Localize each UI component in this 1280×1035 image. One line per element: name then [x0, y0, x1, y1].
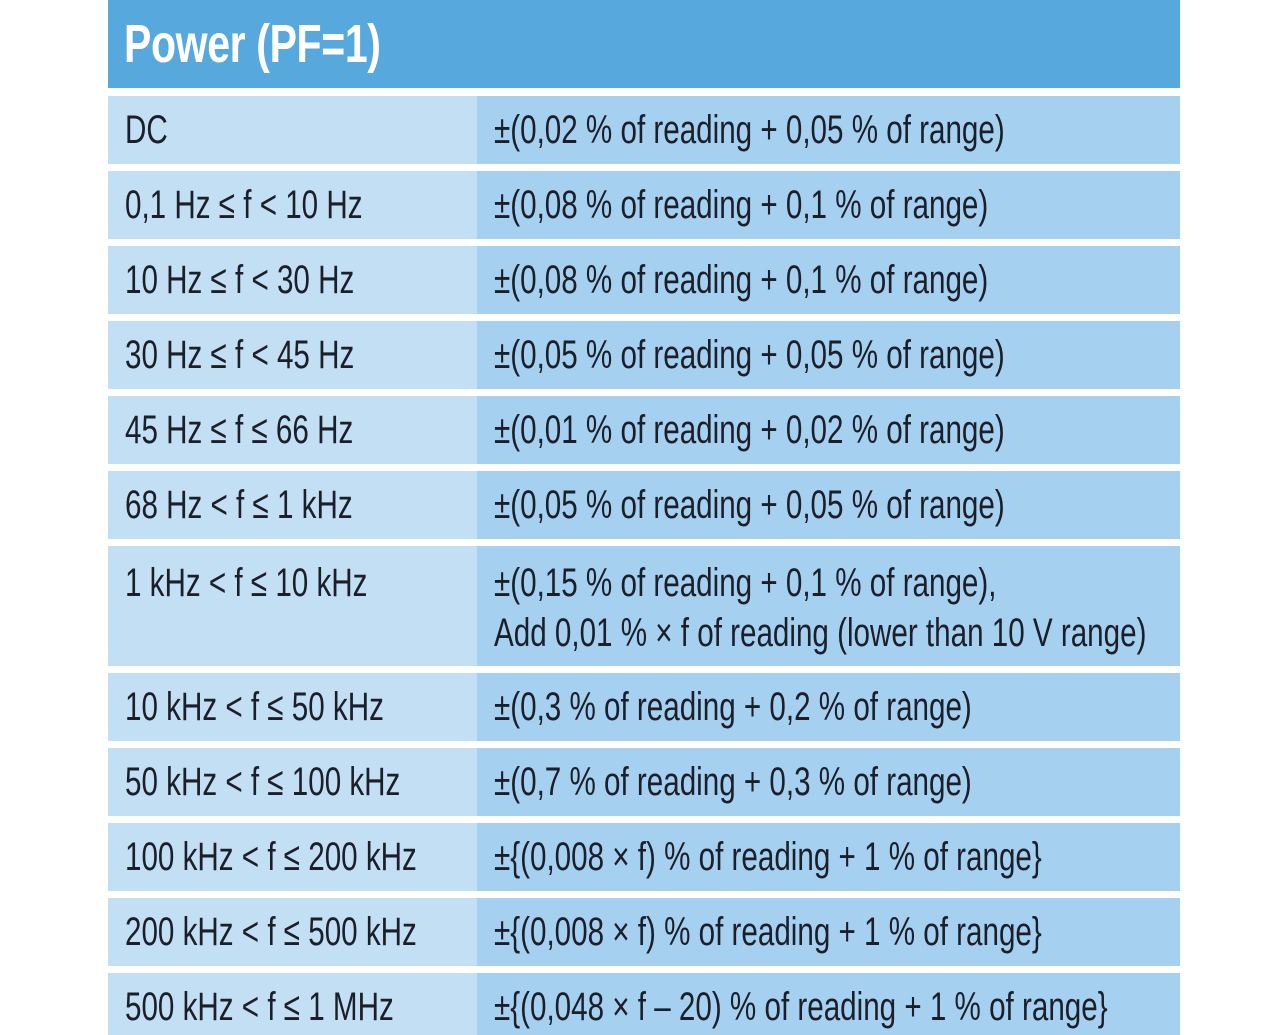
accuracy-cell: ±{(0,048 × f – 20) % of reading + 1 % of…	[477, 973, 1180, 1035]
accuracy-cell: ±(0,01 % of reading + 0,02 % of range)	[477, 396, 1180, 464]
accuracy-text: ±(0,3 % of reading + 0,2 % of range)	[494, 685, 972, 729]
accuracy-text: ±(0,05 % of reading + 0,05 % of range)	[494, 333, 1005, 377]
frequency-range-cell: 200 kHz < f ≤ 500 kHz	[108, 898, 477, 966]
table-row: 100 kHz < f ≤ 200 kHz ±{(0,008 × f) % of …	[108, 823, 1180, 891]
frequency-range-text: 500 kHz < f ≤ 1 MHz	[125, 985, 394, 1029]
accuracy-cell: ±(0,05 % of reading + 0,05 % of range)	[477, 471, 1180, 539]
table-row: 500 kHz < f ≤ 1 MHz ±{(0,048 × f – 20) % …	[108, 973, 1180, 1035]
table-row: 68 Hz < f ≤ 1 kHz ±(0,05 % of reading + 0…	[108, 471, 1180, 539]
frequency-range-cell: 100 kHz < f ≤ 200 kHz	[108, 823, 477, 891]
accuracy-cell: ±(0,15 % of reading + 0,1 % of range), Ad…	[477, 546, 1180, 666]
accuracy-text: ±{(0,008 × f) % of reading + 1 % of rang…	[494, 910, 1042, 954]
frequency-range-text: 10 Hz ≤ f < 30 Hz	[125, 258, 355, 302]
table-row: 45 Hz ≤ f ≤ 66 Hz ±(0,01 % of reading + 0…	[108, 396, 1180, 464]
frequency-range-cell: 10 Hz ≤ f < 30 Hz	[108, 246, 477, 314]
accuracy-text: ±{(0,008 × f) % of reading + 1 % of rang…	[494, 835, 1042, 879]
table-row: 1 kHz < f ≤ 10 kHz ±(0,15 % of reading + …	[108, 546, 1180, 666]
frequency-range-text: 10 kHz < f ≤ 50 kHz	[125, 685, 384, 729]
frequency-range-text: 200 kHz < f ≤ 500 kHz	[125, 910, 417, 954]
accuracy-text: ±(0,08 % of reading + 0,1 % of range)	[494, 183, 989, 227]
accuracy-cell: ±(0,08 % of reading + 0,1 % of range)	[477, 246, 1180, 314]
table-row: DC ±(0,02 % of reading + 0,05 % of range)	[108, 96, 1180, 164]
accuracy-text: ±{(0,048 × f – 20) % of reading + 1 % of…	[494, 985, 1108, 1029]
frequency-range-text: 0,1 Hz ≤ f < 10 Hz	[125, 183, 363, 227]
accuracy-cell: ±{(0,008 × f) % of reading + 1 % of rang…	[477, 823, 1180, 891]
frequency-range-cell: DC	[108, 96, 477, 164]
accuracy-cell: ±(0,05 % of reading + 0,05 % of range)	[477, 321, 1180, 389]
frequency-range-text: 45 Hz ≤ f ≤ 66 Hz	[125, 408, 354, 452]
accuracy-cell: ±{(0,008 × f) % of reading + 1 % of rang…	[477, 898, 1180, 966]
frequency-range-text: DC	[125, 108, 168, 152]
frequency-range-text: 100 kHz < f ≤ 200 kHz	[125, 835, 417, 879]
frequency-range-cell: 50 kHz < f ≤ 100 kHz	[108, 748, 477, 816]
power-accuracy-table: Power (PF=1) DC ±(0,02 % of reading + 0,0…	[108, 0, 1180, 1035]
accuracy-text: ±(0,7 % of reading + 0,3 % of range)	[494, 760, 972, 804]
table-title: Power (PF=1)	[124, 14, 381, 74]
accuracy-text: ±(0,02 % of reading + 0,05 % of range)	[494, 108, 1005, 152]
frequency-range-cell: 1 kHz < f ≤ 10 kHz	[108, 546, 477, 666]
accuracy-text: ±(0,15 % of reading + 0,1 % of range),	[494, 561, 997, 605]
frequency-range-cell: 45 Hz ≤ f ≤ 66 Hz	[108, 396, 477, 464]
table-row: 200 kHz < f ≤ 500 kHz ±{(0,008 × f) % of …	[108, 898, 1180, 966]
accuracy-text: Add 0,01 % × f of reading (lower than 10…	[494, 611, 1147, 655]
table-row: 30 Hz ≤ f < 45 Hz ±(0,05 % of reading + 0…	[108, 321, 1180, 389]
accuracy-cell: ±(0,02 % of reading + 0,05 % of range)	[477, 96, 1180, 164]
frequency-range-cell: 0,1 Hz ≤ f < 10 Hz	[108, 171, 477, 239]
frequency-range-cell: 10 kHz < f ≤ 50 kHz	[108, 673, 477, 741]
accuracy-text: ±(0,05 % of reading + 0,05 % of range)	[494, 483, 1005, 527]
frequency-range-text: 50 kHz < f ≤ 100 kHz	[125, 760, 401, 804]
accuracy-text: ±(0,08 % of reading + 0,1 % of range)	[494, 258, 989, 302]
frequency-range-text: 30 Hz ≤ f < 45 Hz	[125, 333, 355, 377]
table-row: 0,1 Hz ≤ f < 10 Hz ±(0,08 % of reading + …	[108, 171, 1180, 239]
accuracy-text: ±(0,01 % of reading + 0,02 % of range)	[494, 408, 1005, 452]
frequency-range-cell: 500 kHz < f ≤ 1 MHz	[108, 973, 477, 1035]
frequency-range-text: 1 kHz < f ≤ 10 kHz	[125, 561, 368, 605]
accuracy-cell: ±(0,7 % of reading + 0,3 % of range)	[477, 748, 1180, 816]
accuracy-cell: ±(0,3 % of reading + 0,2 % of range)	[477, 673, 1180, 741]
frequency-range-cell: 30 Hz ≤ f < 45 Hz	[108, 321, 477, 389]
table-row: 50 kHz < f ≤ 100 kHz ±(0,7 % of reading +…	[108, 748, 1180, 816]
table-title-bar: Power (PF=1)	[108, 0, 1180, 88]
frequency-range-cell: 68 Hz < f ≤ 1 kHz	[108, 471, 477, 539]
table-row: 10 Hz ≤ f < 30 Hz ±(0,08 % of reading + 0…	[108, 246, 1180, 314]
accuracy-cell: ±(0,08 % of reading + 0,1 % of range)	[477, 171, 1180, 239]
frequency-range-text: 68 Hz < f ≤ 1 kHz	[125, 483, 353, 527]
table-body: DC ±(0,02 % of reading + 0,05 % of range)…	[108, 96, 1180, 1035]
table-row: 10 kHz < f ≤ 50 kHz ±(0,3 % of reading + …	[108, 673, 1180, 741]
